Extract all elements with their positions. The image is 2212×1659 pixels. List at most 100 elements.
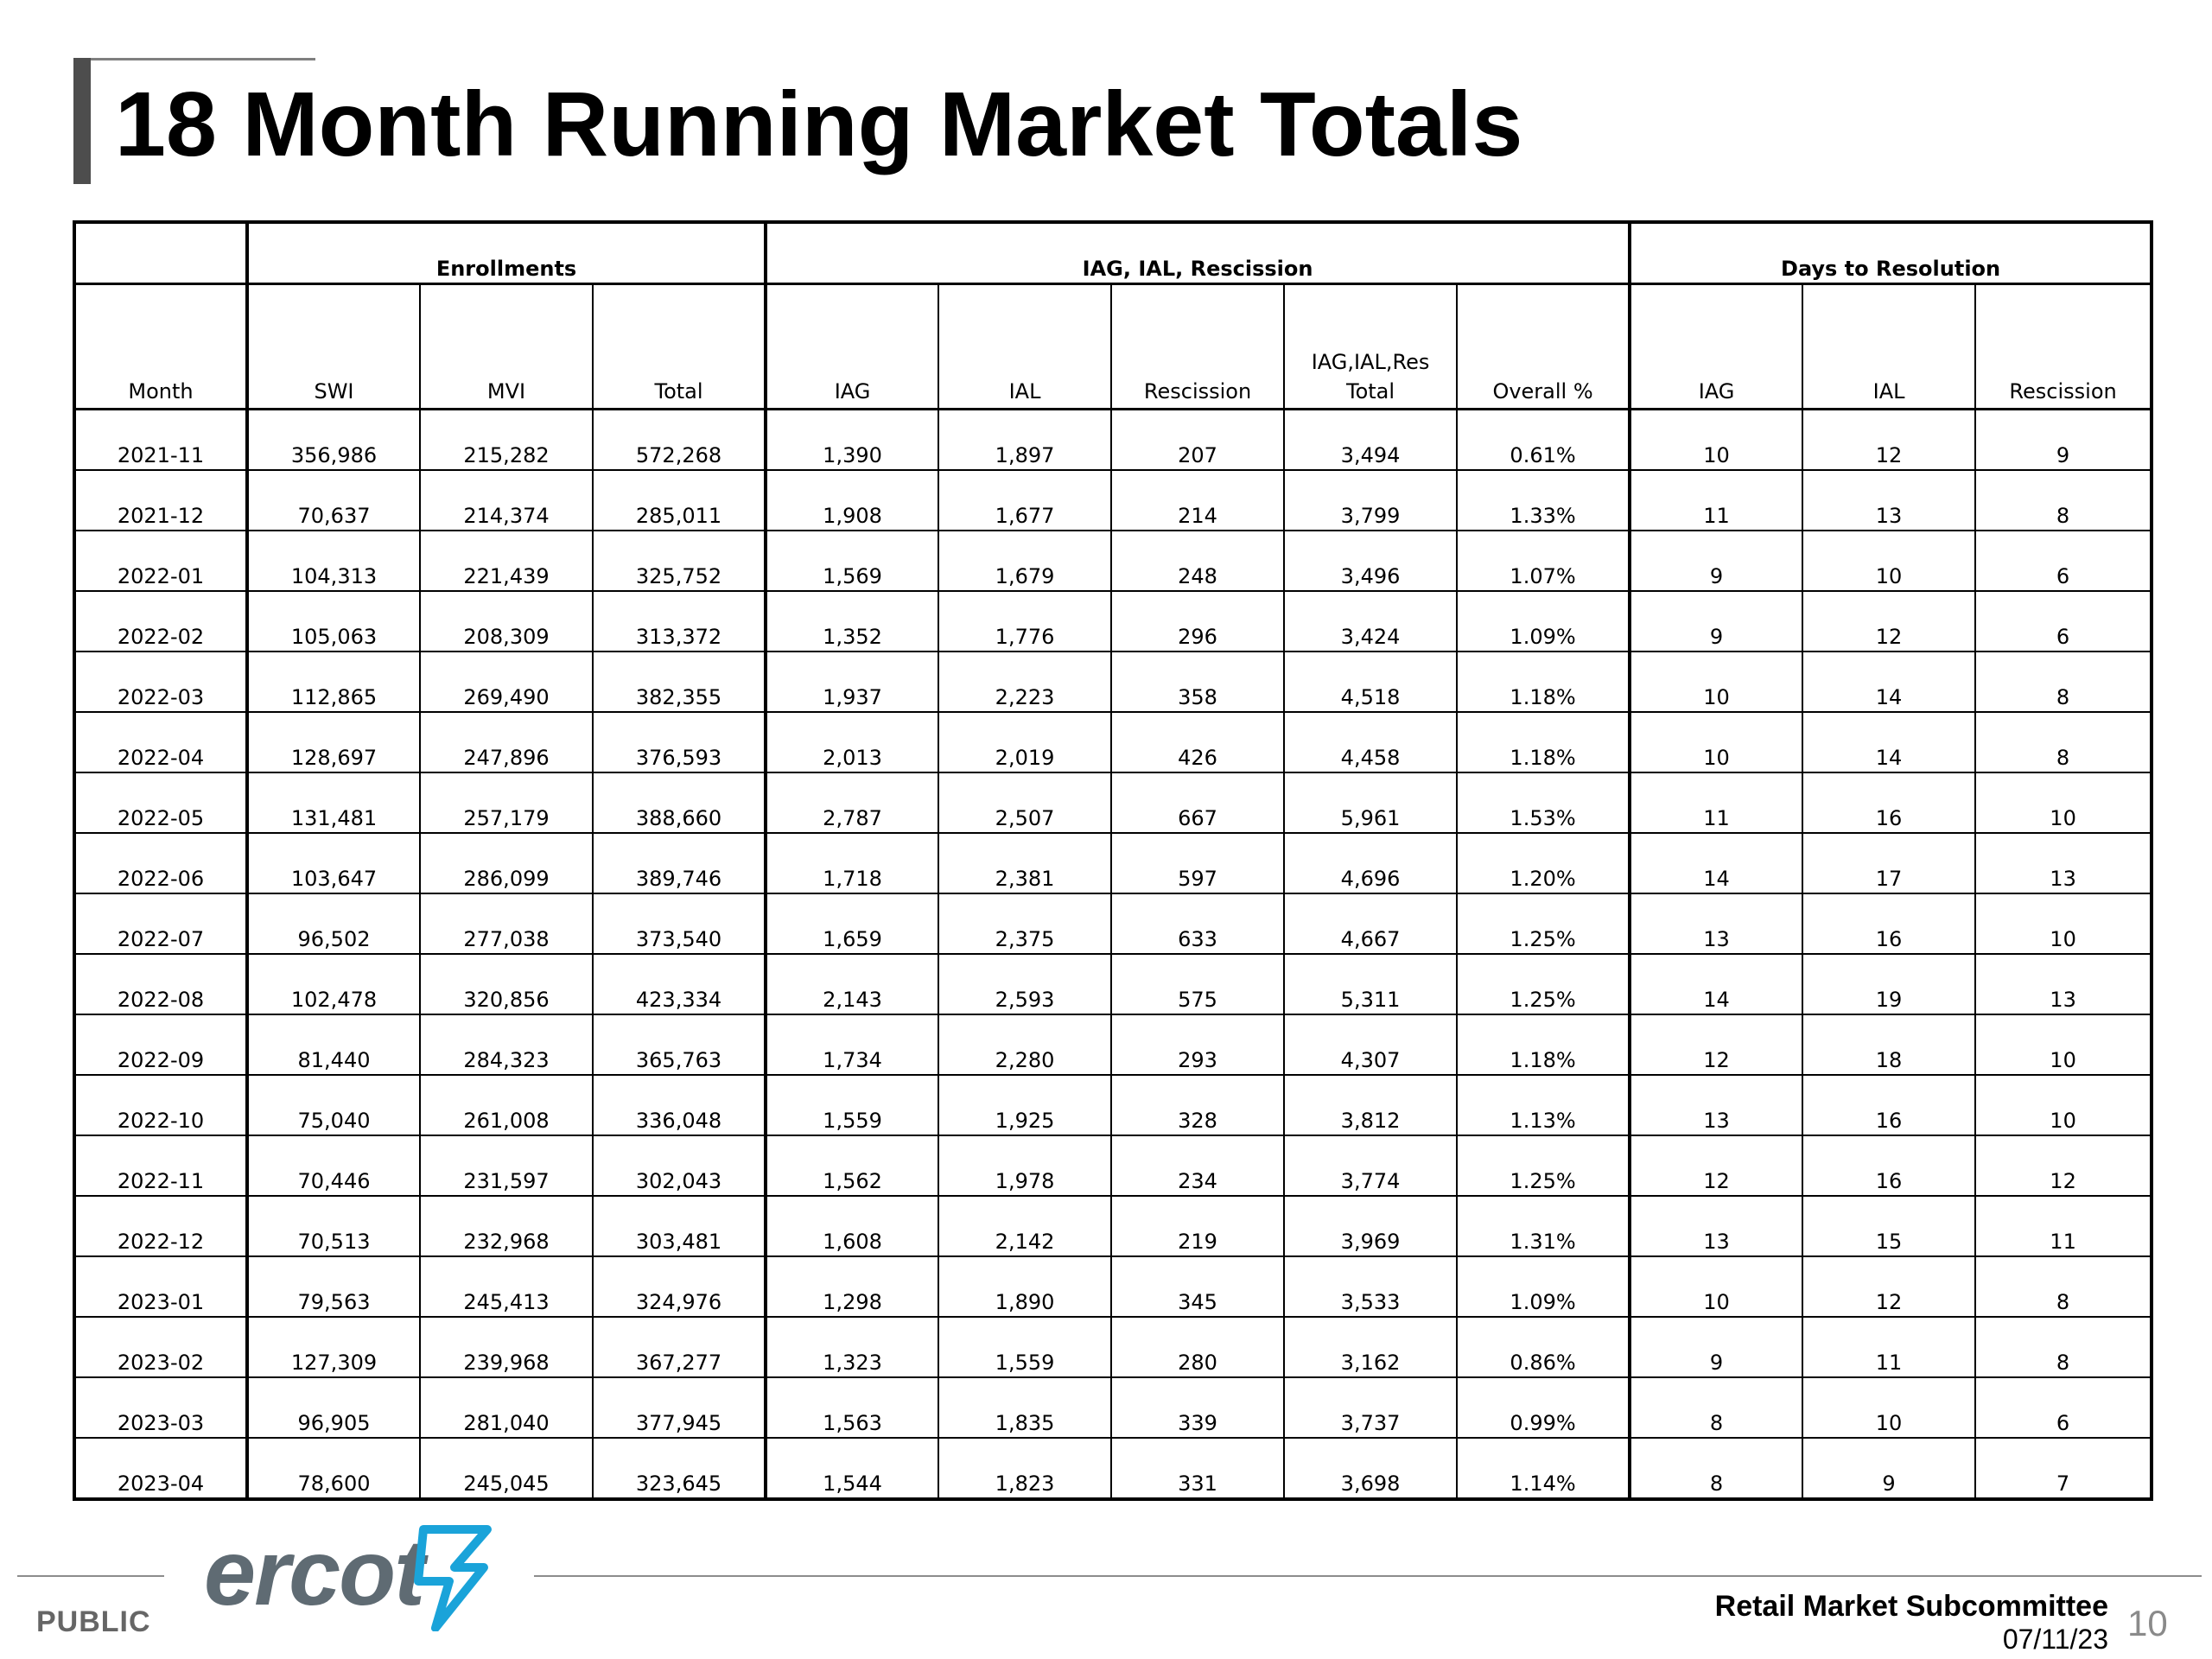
cell-res-total: 4,667: [1283, 893, 1459, 955]
cell-swi: 356,986: [245, 408, 421, 471]
cell-month: 2022-10: [73, 1074, 248, 1136]
cell-mvi: 245,413: [419, 1255, 594, 1318]
cell-total: 377,945: [591, 1376, 767, 1439]
cell-iag: 2,143: [764, 953, 940, 1015]
cell-days-iag: 9: [1628, 530, 1804, 592]
cell-total: 423,334: [591, 953, 767, 1015]
cell-days-iag: 8: [1628, 1437, 1804, 1500]
cell-total: 302,043: [591, 1135, 767, 1197]
cell-days-ial: 13: [1802, 469, 1977, 531]
table-row: 2022-10 75,040 261,008 336,048 1,559 1,925 328…: [73, 1074, 2153, 1136]
cell-mvi: 320,856: [419, 953, 594, 1015]
cell-total: 313,372: [591, 590, 767, 652]
cell-ial: 1,776: [938, 590, 1113, 652]
cell-overall: 1.09%: [1456, 590, 1631, 652]
cell-days-ial: 12: [1802, 408, 1977, 471]
cell-overall: 1.07%: [1456, 530, 1631, 592]
cell-res-total: 3,969: [1283, 1195, 1459, 1257]
cell-ial: 2,375: [938, 893, 1113, 955]
cell-total: 388,660: [591, 772, 767, 834]
cell-mvi: 245,045: [419, 1437, 594, 1500]
footer-rule-right: [534, 1575, 2202, 1577]
table-row: 2023-04 78,600 245,045 323,645 1,544 1,823 331…: [73, 1437, 2153, 1500]
cell-overall: 0.86%: [1456, 1316, 1631, 1378]
column-header-mvi: MVI: [419, 283, 594, 410]
cell-overall: 1.09%: [1456, 1255, 1631, 1318]
table-row: 2022-05 131,481 257,179 388,660 2,787 2,507 66…: [73, 772, 2153, 834]
cell-ial: 1,559: [938, 1316, 1113, 1378]
cell-overall: 0.61%: [1456, 408, 1631, 471]
cell-days-rescission: 6: [1974, 530, 2153, 592]
cell-ial: 1,897: [938, 408, 1113, 471]
cell-days-iag: 13: [1628, 1195, 1804, 1257]
table-row: 2023-02 127,309 239,968 367,277 1,323 1,559 28…: [73, 1316, 2153, 1378]
cell-iag: 1,559: [764, 1074, 940, 1136]
cell-days-rescission: 13: [1974, 953, 2153, 1015]
table-row: 2021-11 356,986 215,282 572,268 1,390 1,897 20…: [73, 408, 2153, 471]
cell-mvi: 215,282: [419, 408, 594, 471]
column-header-rescission: Rescission: [1110, 283, 1286, 410]
table-row: 2023-03 96,905 281,040 377,945 1,563 1,835 339…: [73, 1376, 2153, 1439]
cell-rescission: 345: [1110, 1255, 1286, 1318]
column-header-res-total-line1: IAG,IAL,Res: [1311, 350, 1430, 374]
cell-month: 2022-04: [73, 711, 248, 773]
cell-total: 324,976: [591, 1255, 767, 1318]
cell-total: 367,277: [591, 1316, 767, 1378]
table-row: 2022-07 96,502 277,038 373,540 1,659 2,375 633…: [73, 893, 2153, 955]
cell-days-ial: 12: [1802, 590, 1977, 652]
cell-days-iag: 13: [1628, 893, 1804, 955]
cell-overall: 1.20%: [1456, 832, 1631, 894]
cell-month: 2023-02: [73, 1316, 248, 1378]
cell-iag: 1,908: [764, 469, 940, 531]
cell-swi: 70,513: [245, 1195, 421, 1257]
cell-days-iag: 10: [1628, 711, 1804, 773]
cell-days-rescission: 10: [1974, 772, 2153, 834]
column-header-days-ial: IAL: [1802, 283, 1977, 410]
classification-label: PUBLIC: [36, 1605, 151, 1638]
cell-res-total: 4,518: [1283, 651, 1459, 713]
cell-iag: 1,298: [764, 1255, 940, 1318]
group-header-enrollments: Enrollments: [245, 221, 767, 285]
cell-overall: 1.25%: [1456, 1135, 1631, 1197]
column-header-iag: IAG: [764, 283, 940, 410]
cell-total: 373,540: [591, 893, 767, 955]
cell-days-rescission: 13: [1974, 832, 2153, 894]
cell-month: 2022-05: [73, 772, 248, 834]
cell-days-ial: 14: [1802, 711, 1977, 773]
cell-swi: 105,063: [245, 590, 421, 652]
cell-rescission: 214: [1110, 469, 1286, 531]
cell-month: 2022-12: [73, 1195, 248, 1257]
cell-res-total: 3,424: [1283, 590, 1459, 652]
cell-mvi: 232,968: [419, 1195, 594, 1257]
cell-iag: 1,352: [764, 590, 940, 652]
cell-iag: 1,390: [764, 408, 940, 471]
cell-month: 2023-03: [73, 1376, 248, 1439]
cell-days-iag: 10: [1628, 408, 1804, 471]
cell-swi: 70,446: [245, 1135, 421, 1197]
cell-days-ial: 9: [1802, 1437, 1977, 1500]
cell-res-total: 3,812: [1283, 1074, 1459, 1136]
cell-rescission: 328: [1110, 1074, 1286, 1136]
cell-res-total: 3,162: [1283, 1316, 1459, 1378]
ercot-bolt-icon: [414, 1525, 492, 1631]
cell-days-rescission: 7: [1974, 1437, 2153, 1500]
table-row: 2022-01 104,313 221,439 325,752 1,569 1,679 24…: [73, 530, 2153, 592]
cell-ial: 2,507: [938, 772, 1113, 834]
cell-rescission: 280: [1110, 1316, 1286, 1378]
cell-days-iag: 9: [1628, 1316, 1804, 1378]
cell-overall: 1.31%: [1456, 1195, 1631, 1257]
cell-iag: 1,569: [764, 530, 940, 592]
cell-res-total: 3,698: [1283, 1437, 1459, 1500]
cell-ial: 2,280: [938, 1014, 1113, 1076]
cell-overall: 1.53%: [1456, 772, 1631, 834]
cell-days-rescission: 10: [1974, 1014, 2153, 1076]
cell-swi: 104,313: [245, 530, 421, 592]
ercot-logo: ercot: [204, 1521, 498, 1633]
cell-ial: 2,381: [938, 832, 1113, 894]
cell-mvi: 208,309: [419, 590, 594, 652]
column-header-ial: IAL: [938, 283, 1113, 410]
cell-days-iag: 10: [1628, 651, 1804, 713]
table-row: 2022-06 103,647 286,099 389,746 1,718 2,381 59…: [73, 832, 2153, 894]
cell-res-total: 3,737: [1283, 1376, 1459, 1439]
cell-iag: 2,013: [764, 711, 940, 773]
